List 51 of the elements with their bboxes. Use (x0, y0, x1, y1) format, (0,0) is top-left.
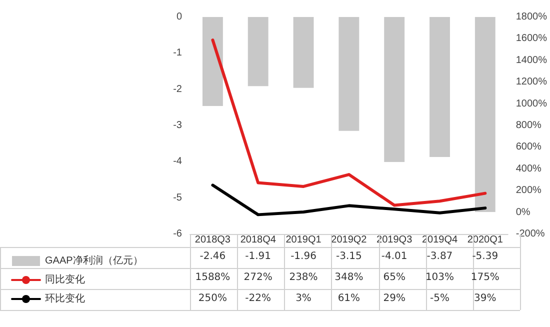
data-label: -3.87 (426, 251, 454, 262)
data-label: 29% (382, 293, 406, 304)
legend-label: 同比变化 (45, 274, 85, 286)
x-tick-label: 2019Q4 (422, 234, 458, 246)
y2-tick-label: 800% (516, 120, 542, 131)
data-label: -5% (429, 293, 450, 304)
data-label: 3% (294, 293, 312, 304)
data-label: 348% (334, 272, 364, 283)
data-label: -1.91 (244, 251, 272, 262)
data-label: 61% (336, 293, 362, 304)
x-tick-label: 2019Q2 (331, 234, 368, 246)
data-label: 238% (288, 272, 319, 283)
y2-tick-label: 0% (516, 206, 530, 218)
y2-tick-label: 1800% (516, 12, 548, 22)
line-series (211, 184, 487, 216)
y2-tick-label: 1400% (516, 54, 548, 66)
y2-tick-label: -200% (516, 228, 545, 240)
data-label: 1588% (194, 272, 232, 283)
x-tick-label: 2020Q1 (467, 234, 504, 246)
data-label: 175% (470, 272, 500, 283)
y-tick-label: -2 (173, 84, 182, 95)
y2-tick-label: 1600% (516, 33, 548, 44)
data-label: -1.96 (290, 251, 318, 262)
legend-label: GAAP净利润（亿元） (45, 254, 143, 266)
y-tick-label: 0 (176, 12, 182, 22)
y-tick-label: -3 (173, 120, 182, 131)
line-series (211, 38, 487, 207)
data-label: -3.15 (334, 251, 363, 262)
y2-tick-label: 200% (516, 185, 542, 196)
x-tick-label: 2019Q1 (286, 234, 322, 246)
y-tick-label: -5 (173, 192, 182, 204)
data-label: 250% (197, 293, 228, 304)
data-label: -2.46 (198, 251, 227, 262)
data-label: 272% (242, 272, 274, 283)
y2-tick-label: 600% (516, 142, 542, 153)
x-tick-label: 2018Q4 (240, 234, 276, 246)
y2-tick-label: 1200% (516, 76, 548, 88)
data-label: -5.39 (471, 251, 500, 262)
data-label: -22% (244, 293, 272, 304)
data-label: 103% (424, 272, 456, 283)
data-label: 39% (473, 293, 498, 304)
y-tick-label: -1 (173, 48, 182, 59)
legend-label: 环比变化 (45, 292, 85, 304)
x-tick-label: 2018Q3 (194, 234, 231, 246)
y2-tick-label: 400% (516, 163, 542, 174)
data-label: 65% (382, 272, 406, 283)
data-label: -4.01 (380, 251, 408, 262)
x-tick-label: 2019Q3 (376, 234, 413, 246)
y2-tick-label: 1000% (516, 98, 548, 110)
y-tick-label: -4 (173, 156, 182, 168)
y-tick-label: -6 (173, 228, 182, 240)
